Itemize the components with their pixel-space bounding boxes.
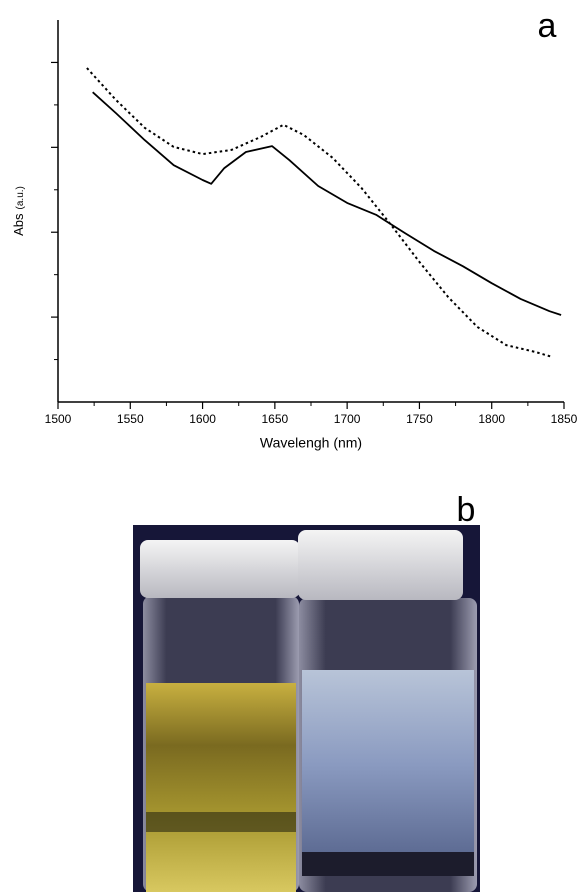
right-lid xyxy=(298,530,463,600)
panel-label: a xyxy=(538,7,557,45)
panel-label: b xyxy=(457,491,476,529)
x-tick-label: 1700 xyxy=(334,412,361,426)
x-tick-label: 1800 xyxy=(478,412,505,426)
x-tick-label: 1650 xyxy=(262,412,289,426)
x-tick-label: 1850 xyxy=(551,412,578,426)
chart: 1500 1550 1600 1650 1700 1750 1800 1850 Waveleng… xyxy=(11,7,577,451)
x-tick-label: 1750 xyxy=(406,412,433,426)
y-axis-label-unit: (a.u.) xyxy=(15,186,26,209)
x-tick-label: 1550 xyxy=(117,412,144,426)
x-tick-label: 1600 xyxy=(189,412,216,426)
photo xyxy=(133,525,480,892)
y-axis-label: Abs (a.u.) xyxy=(11,186,26,236)
y-axis-label-text: Abs xyxy=(11,213,26,236)
left-sediment xyxy=(146,812,296,832)
right-liquid xyxy=(302,670,474,860)
x-tick-label: 1500 xyxy=(45,412,72,426)
right-sediment xyxy=(302,852,474,876)
left-liquid xyxy=(146,683,296,892)
left-lid xyxy=(140,540,300,598)
data-line xyxy=(86,67,553,358)
data-line xyxy=(92,91,562,316)
x-axis-label: Wavelengh (nm) xyxy=(260,435,362,451)
